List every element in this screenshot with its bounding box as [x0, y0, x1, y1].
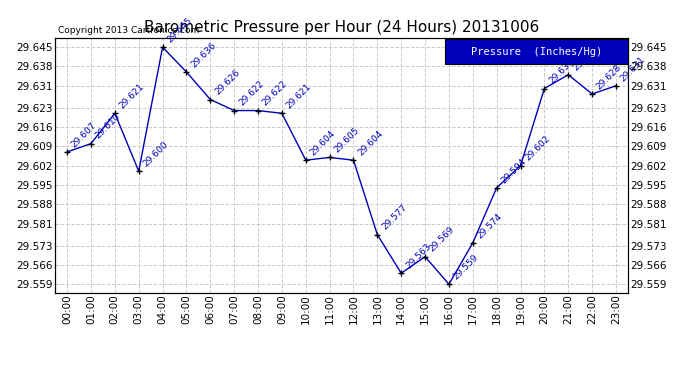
Text: 29.607: 29.607 [70, 120, 99, 149]
Text: 29.604: 29.604 [356, 129, 385, 158]
Text: 29.605: 29.605 [333, 126, 361, 154]
Text: 29.577: 29.577 [380, 203, 408, 232]
Text: 29.604: 29.604 [308, 129, 337, 158]
Text: 29.563: 29.563 [404, 242, 433, 270]
Text: Copyright 2013 Cartronics.com: Copyright 2013 Cartronics.com [58, 26, 199, 35]
Text: 29.635: 29.635 [571, 43, 600, 72]
Title: Barometric Pressure per Hour (24 Hours) 20131006: Barometric Pressure per Hour (24 Hours) … [144, 20, 539, 35]
Text: 29.626: 29.626 [213, 68, 242, 97]
Text: 29.645: 29.645 [166, 16, 194, 44]
Text: 29.631: 29.631 [619, 54, 647, 83]
Text: 29.621: 29.621 [285, 82, 313, 111]
Text: 29.621: 29.621 [117, 82, 146, 111]
FancyBboxPatch shape [444, 39, 628, 64]
Text: 29.602: 29.602 [523, 134, 552, 163]
Text: 29.630: 29.630 [547, 57, 575, 86]
Text: 29.610: 29.610 [94, 112, 122, 141]
Text: 29.559: 29.559 [452, 253, 480, 282]
Text: 29.594: 29.594 [500, 156, 528, 185]
Text: 29.622: 29.622 [261, 80, 289, 108]
Text: 29.569: 29.569 [428, 225, 457, 254]
Text: 29.622: 29.622 [237, 80, 266, 108]
Text: 29.636: 29.636 [189, 40, 218, 69]
Text: 29.600: 29.600 [141, 140, 170, 168]
Text: 29.574: 29.574 [475, 211, 504, 240]
Text: Pressure  (Inches/Hg): Pressure (Inches/Hg) [471, 46, 602, 57]
Text: 29.628: 29.628 [595, 63, 624, 91]
